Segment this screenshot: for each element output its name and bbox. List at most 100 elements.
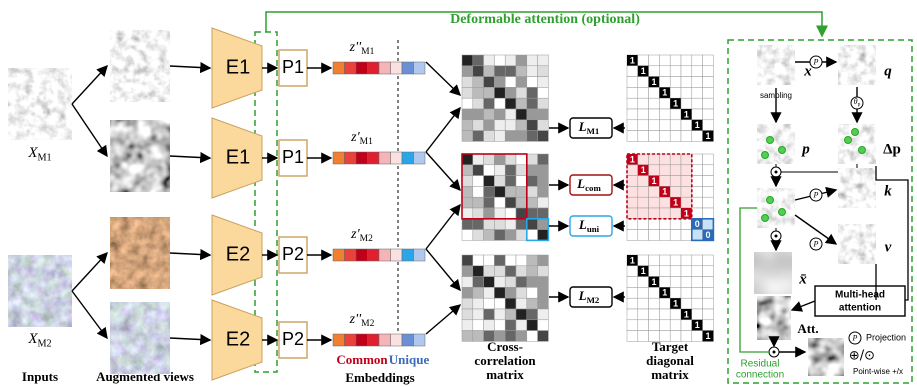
target-cell [649, 255, 660, 266]
matrix-cell [505, 77, 516, 88]
matrix-cell [538, 219, 549, 230]
matrix-cell [538, 266, 549, 277]
matrix-cell [473, 109, 484, 120]
multi-head-label: attention [839, 303, 881, 314]
target-cell [670, 186, 681, 197]
diagonal-value: 1 [695, 320, 700, 330]
inputs-label: Inputs [22, 369, 58, 384]
matrix-cell [538, 277, 549, 288]
matrix-cell [516, 208, 527, 219]
target-cell [681, 154, 692, 165]
embedding-label: z'M2 [350, 227, 373, 244]
target-label: Target [652, 339, 689, 354]
matrix-cell [473, 55, 484, 66]
embedding-label-sub: M2 [361, 319, 374, 329]
diagonal-value: 1 [673, 197, 678, 207]
embedding-cell [379, 334, 391, 346]
embedding-label-sub: M1 [360, 137, 373, 147]
loss-label-base: L [578, 288, 587, 303]
target-cell [692, 98, 703, 109]
matrix-cell [505, 87, 516, 98]
matrix-cell [484, 55, 495, 66]
embedding-cell [345, 62, 357, 74]
matrix-cell [516, 309, 527, 320]
target-cell [659, 109, 670, 120]
embedding-cell [356, 249, 368, 261]
matrix-cell [494, 255, 505, 266]
embedding-cell [345, 249, 357, 261]
matrix-cell [527, 255, 538, 266]
embedding-label: z'M1 [350, 130, 373, 147]
target-cell [681, 287, 692, 298]
target-cell [670, 120, 681, 131]
matrix-cell [484, 298, 495, 309]
sample-point [779, 209, 786, 216]
arrow [426, 152, 460, 190]
target-cell [627, 331, 638, 342]
target-cell [703, 197, 714, 208]
diagonal-value: 1 [651, 176, 656, 186]
diagonal-value: 1 [662, 288, 667, 298]
target-cell [649, 208, 660, 219]
matrix-cell [527, 219, 538, 230]
target-cell [638, 186, 649, 197]
target-cell [627, 66, 638, 77]
matrix-cell [538, 255, 549, 266]
embedding-cell [391, 62, 403, 74]
matrix-cell [484, 66, 495, 77]
matrix-cell [462, 154, 473, 165]
encoder-label: E1 [226, 56, 250, 78]
matrix-cell [462, 176, 473, 187]
matrix-cell [505, 266, 516, 277]
matrix-cell [538, 55, 549, 66]
target-cell [659, 176, 670, 187]
target-cell [692, 131, 703, 142]
target-cell [670, 165, 681, 176]
loss-label-sub: M1 [587, 126, 600, 136]
matrix-cell [462, 77, 473, 88]
matrix-cell [505, 219, 516, 230]
matrix-cell [484, 197, 495, 208]
target-cell [681, 197, 692, 208]
target-cell [627, 309, 638, 320]
matrix-cell [462, 186, 473, 197]
matrix-cell [527, 66, 538, 77]
common-label: Common [336, 352, 388, 367]
embedding-label-sub: M2 [360, 234, 373, 244]
target-cell [681, 165, 692, 176]
target-cell [703, 186, 714, 197]
multi-head-label: Multi-head [835, 290, 885, 301]
matrix-cell [462, 230, 473, 241]
matrix-cell [538, 287, 549, 298]
target-cell [638, 320, 649, 331]
matrix-cell [484, 154, 495, 165]
embedding-cell [356, 62, 368, 74]
input-image [8, 255, 72, 327]
matrix-cell [484, 255, 495, 266]
target-cell [692, 176, 703, 187]
target-cell [649, 98, 660, 109]
operator-label: P [813, 190, 819, 199]
matrix-cell [505, 154, 516, 165]
target-cell [649, 197, 660, 208]
embedding-cell [391, 152, 403, 164]
matrix-cell [462, 298, 473, 309]
target-cell [703, 154, 714, 165]
target-cell [659, 120, 670, 131]
matrix-cell [505, 277, 516, 288]
cross-correlation-label: correlation [474, 353, 536, 368]
matrix-cell [494, 320, 505, 331]
matrix-cell [527, 55, 538, 66]
embeddings-label: Embeddings [345, 370, 414, 385]
matrix-cell [538, 87, 549, 98]
target-cell [659, 266, 670, 277]
target-cell [692, 287, 703, 298]
matrix-cell [473, 309, 484, 320]
operator-label: P [813, 239, 819, 248]
matrix-cell [462, 208, 473, 219]
matrix-cell [516, 298, 527, 309]
matrix-cell [494, 298, 505, 309]
arrow [170, 156, 210, 158]
target-cell [638, 131, 649, 142]
matrix-cell [494, 131, 505, 142]
